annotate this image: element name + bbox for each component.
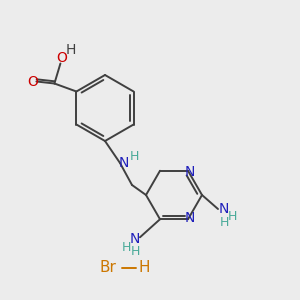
Text: N: N (219, 202, 229, 216)
Text: Br: Br (100, 260, 116, 275)
Text: N: N (185, 211, 195, 225)
Text: H: H (138, 260, 150, 275)
Text: O: O (27, 76, 38, 89)
Text: O: O (56, 50, 67, 64)
Text: H: H (130, 245, 140, 258)
Text: N: N (130, 232, 140, 246)
Text: H: H (219, 217, 229, 230)
Text: H: H (121, 241, 131, 254)
Text: N: N (185, 165, 195, 179)
Text: N: N (119, 156, 129, 170)
Text: H: H (227, 211, 237, 224)
Text: H: H (65, 44, 76, 58)
Text: H: H (129, 151, 139, 164)
